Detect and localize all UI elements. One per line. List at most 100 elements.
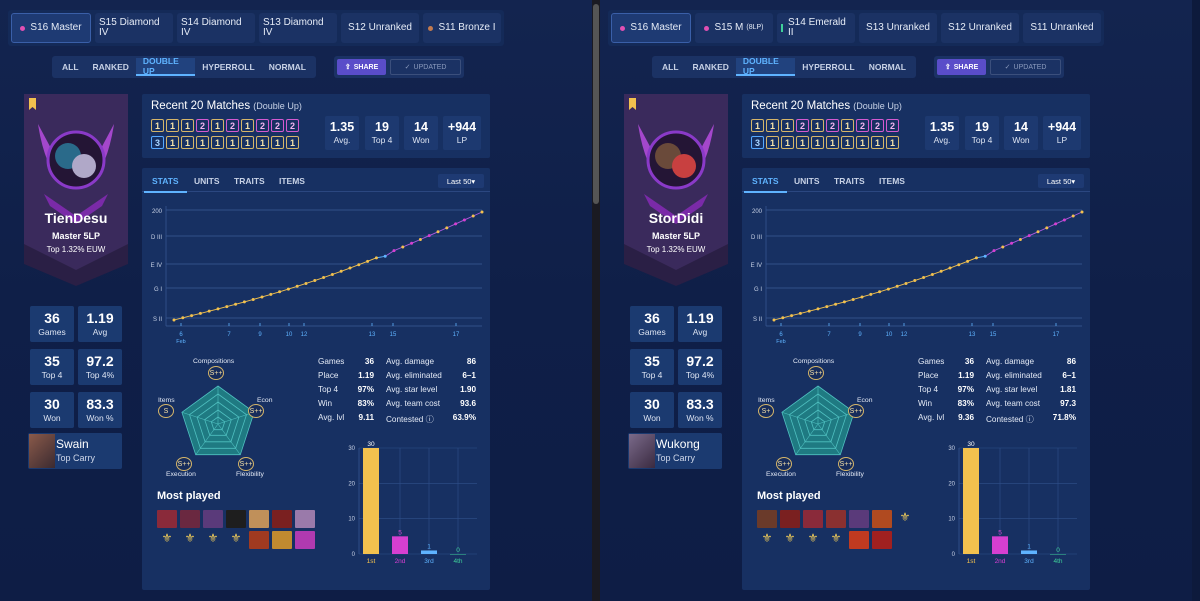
mode-tab[interactable]: ALL — [62, 62, 79, 72]
season-tab[interactable]: S12 Unranked — [941, 13, 1019, 43]
lp-point[interactable] — [895, 284, 899, 288]
placement-badge[interactable]: 2 — [256, 119, 269, 132]
mode-tab[interactable]: HYPERROLL — [202, 62, 255, 72]
last-games-select[interactable]: Last 50 ▾ — [1038, 174, 1084, 188]
lp-point[interactable] — [234, 302, 238, 306]
top-carry-card[interactable]: Swain Top Carry — [28, 433, 122, 469]
lp-point[interactable] — [834, 302, 838, 306]
lp-point[interactable] — [1071, 214, 1075, 218]
lp-point[interactable] — [462, 218, 466, 222]
placement-badge[interactable]: 1 — [226, 136, 239, 149]
mode-tab[interactable]: RANKED — [692, 62, 729, 72]
mode-tab[interactable]: NORMAL — [868, 62, 906, 72]
trait-icon[interactable]: ⚜ — [899, 510, 911, 524]
placement-badge[interactable]: 1 — [211, 136, 224, 149]
updated-button[interactable]: ✓ UPDATED — [990, 59, 1061, 75]
champion-icon[interactable] — [249, 510, 269, 528]
placement-badge[interactable]: 1 — [886, 136, 899, 149]
lp-point[interactable] — [1062, 218, 1066, 222]
champion-icon[interactable] — [180, 510, 200, 528]
top-carry-card[interactable]: Wukong Top Carry — [628, 433, 722, 469]
lp-point[interactable] — [869, 292, 873, 296]
bar-1st[interactable] — [363, 448, 379, 554]
placement-badge[interactable]: 1 — [286, 136, 299, 149]
bar-3rd[interactable] — [421, 550, 437, 554]
placement-badge[interactable]: 1 — [196, 136, 209, 149]
mode-tab[interactable]: DOUBLE UP — [135, 56, 196, 76]
lp-point[interactable] — [260, 295, 264, 299]
placement-badge[interactable]: 2 — [826, 119, 839, 132]
lp-point[interactable] — [957, 263, 961, 267]
lp-point[interactable] — [286, 287, 290, 291]
mode-tab[interactable]: RANKED — [92, 62, 129, 72]
season-tab[interactable]: S16 Master — [611, 13, 691, 43]
lp-point[interactable] — [322, 276, 326, 280]
lp-point[interactable] — [330, 272, 334, 276]
lp-point[interactable] — [816, 307, 820, 311]
placement-badge[interactable]: 1 — [181, 119, 194, 132]
lp-point[interactable] — [304, 281, 308, 285]
lp-point[interactable] — [269, 292, 273, 296]
trait-icon[interactable]: ⚜ — [761, 531, 773, 545]
placement-badge[interactable]: 1 — [166, 119, 179, 132]
lp-point[interactable] — [842, 300, 846, 304]
champion-icon[interactable] — [803, 510, 823, 528]
champion-icon[interactable] — [295, 510, 315, 528]
placement-badge[interactable]: 1 — [856, 136, 869, 149]
season-tab[interactable]: S13 Unranked — [859, 13, 937, 43]
lp-point[interactable] — [357, 263, 361, 267]
trait-icon[interactable]: ⚜ — [207, 531, 219, 545]
placement-badge[interactable]: 2 — [856, 119, 869, 132]
mode-tab[interactable]: ALL — [662, 62, 679, 72]
lp-point[interactable] — [966, 259, 970, 263]
lp-point[interactable] — [471, 214, 475, 218]
mode-tab[interactable]: NORMAL — [268, 62, 306, 72]
lp-point[interactable] — [807, 309, 811, 313]
placement-badge[interactable]: 1 — [751, 119, 764, 132]
item-icon[interactable] — [872, 531, 892, 549]
placement-badge[interactable]: 2 — [796, 119, 809, 132]
trait-icon[interactable]: ⚜ — [184, 531, 196, 545]
season-tab[interactable]: S11 Bronze I — [423, 13, 501, 43]
tab-traits[interactable]: TRAITS — [234, 176, 265, 186]
bar-4th[interactable] — [450, 554, 466, 555]
lp-point[interactable] — [860, 295, 864, 299]
lp-point[interactable] — [939, 269, 943, 273]
mode-tab[interactable]: HYPERROLL — [802, 62, 855, 72]
bar-2nd[interactable] — [392, 536, 408, 554]
trait-icon[interactable]: ⚜ — [784, 531, 796, 545]
lp-point[interactable] — [418, 237, 422, 241]
bar-4th[interactable] — [1050, 554, 1066, 555]
placement-badge[interactable]: 1 — [841, 119, 854, 132]
champion-icon[interactable] — [272, 510, 292, 528]
share-button[interactable]: ⇪ SHARE — [337, 59, 387, 75]
tab-items[interactable]: ITEMS — [879, 176, 905, 186]
placement-badge[interactable]: 1 — [271, 136, 284, 149]
season-tab[interactable]: S13 Diamond IV — [259, 13, 337, 43]
placement-badge[interactable]: 1 — [256, 136, 269, 149]
lp-point[interactable] — [295, 284, 299, 288]
bookmark-icon[interactable] — [29, 98, 36, 110]
lp-point[interactable] — [781, 316, 785, 320]
champion-icon[interactable] — [203, 510, 223, 528]
lp-point[interactable] — [480, 210, 484, 214]
item-icon[interactable] — [295, 531, 315, 549]
tab-items[interactable]: ITEMS — [279, 176, 305, 186]
item-icon[interactable] — [272, 531, 292, 549]
lp-point[interactable] — [1010, 241, 1014, 245]
placement-badge[interactable]: 1 — [151, 119, 164, 132]
lp-point[interactable] — [445, 226, 449, 230]
lp-point[interactable] — [207, 309, 211, 313]
lp-point[interactable] — [198, 311, 202, 315]
bar-1st[interactable] — [963, 448, 979, 554]
lp-point[interactable] — [825, 305, 829, 309]
lp-point[interactable] — [983, 254, 987, 258]
placement-badge[interactable]: 1 — [796, 136, 809, 149]
champion-icon[interactable] — [849, 510, 869, 528]
last-games-select[interactable]: Last 50 ▾ — [438, 174, 484, 188]
updated-button[interactable]: ✓ UPDATED — [390, 59, 461, 75]
lp-point[interactable] — [1018, 237, 1022, 241]
lp-point[interactable] — [851, 297, 855, 301]
placement-badge[interactable]: 2 — [886, 119, 899, 132]
placement-badge[interactable]: 1 — [826, 136, 839, 149]
